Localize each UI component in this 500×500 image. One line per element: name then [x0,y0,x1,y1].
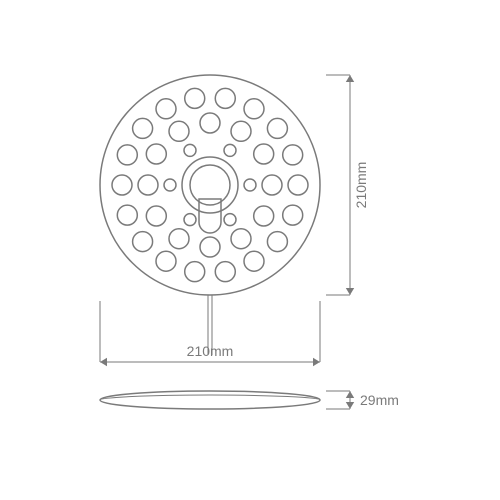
height-dimension-label: 210mm [353,162,369,209]
technical-drawing: 210mm 210mm 29mm [0,0,500,500]
thickness-dimension-label: 29mm [360,392,399,408]
width-dimension-label: 210mm [187,343,234,359]
